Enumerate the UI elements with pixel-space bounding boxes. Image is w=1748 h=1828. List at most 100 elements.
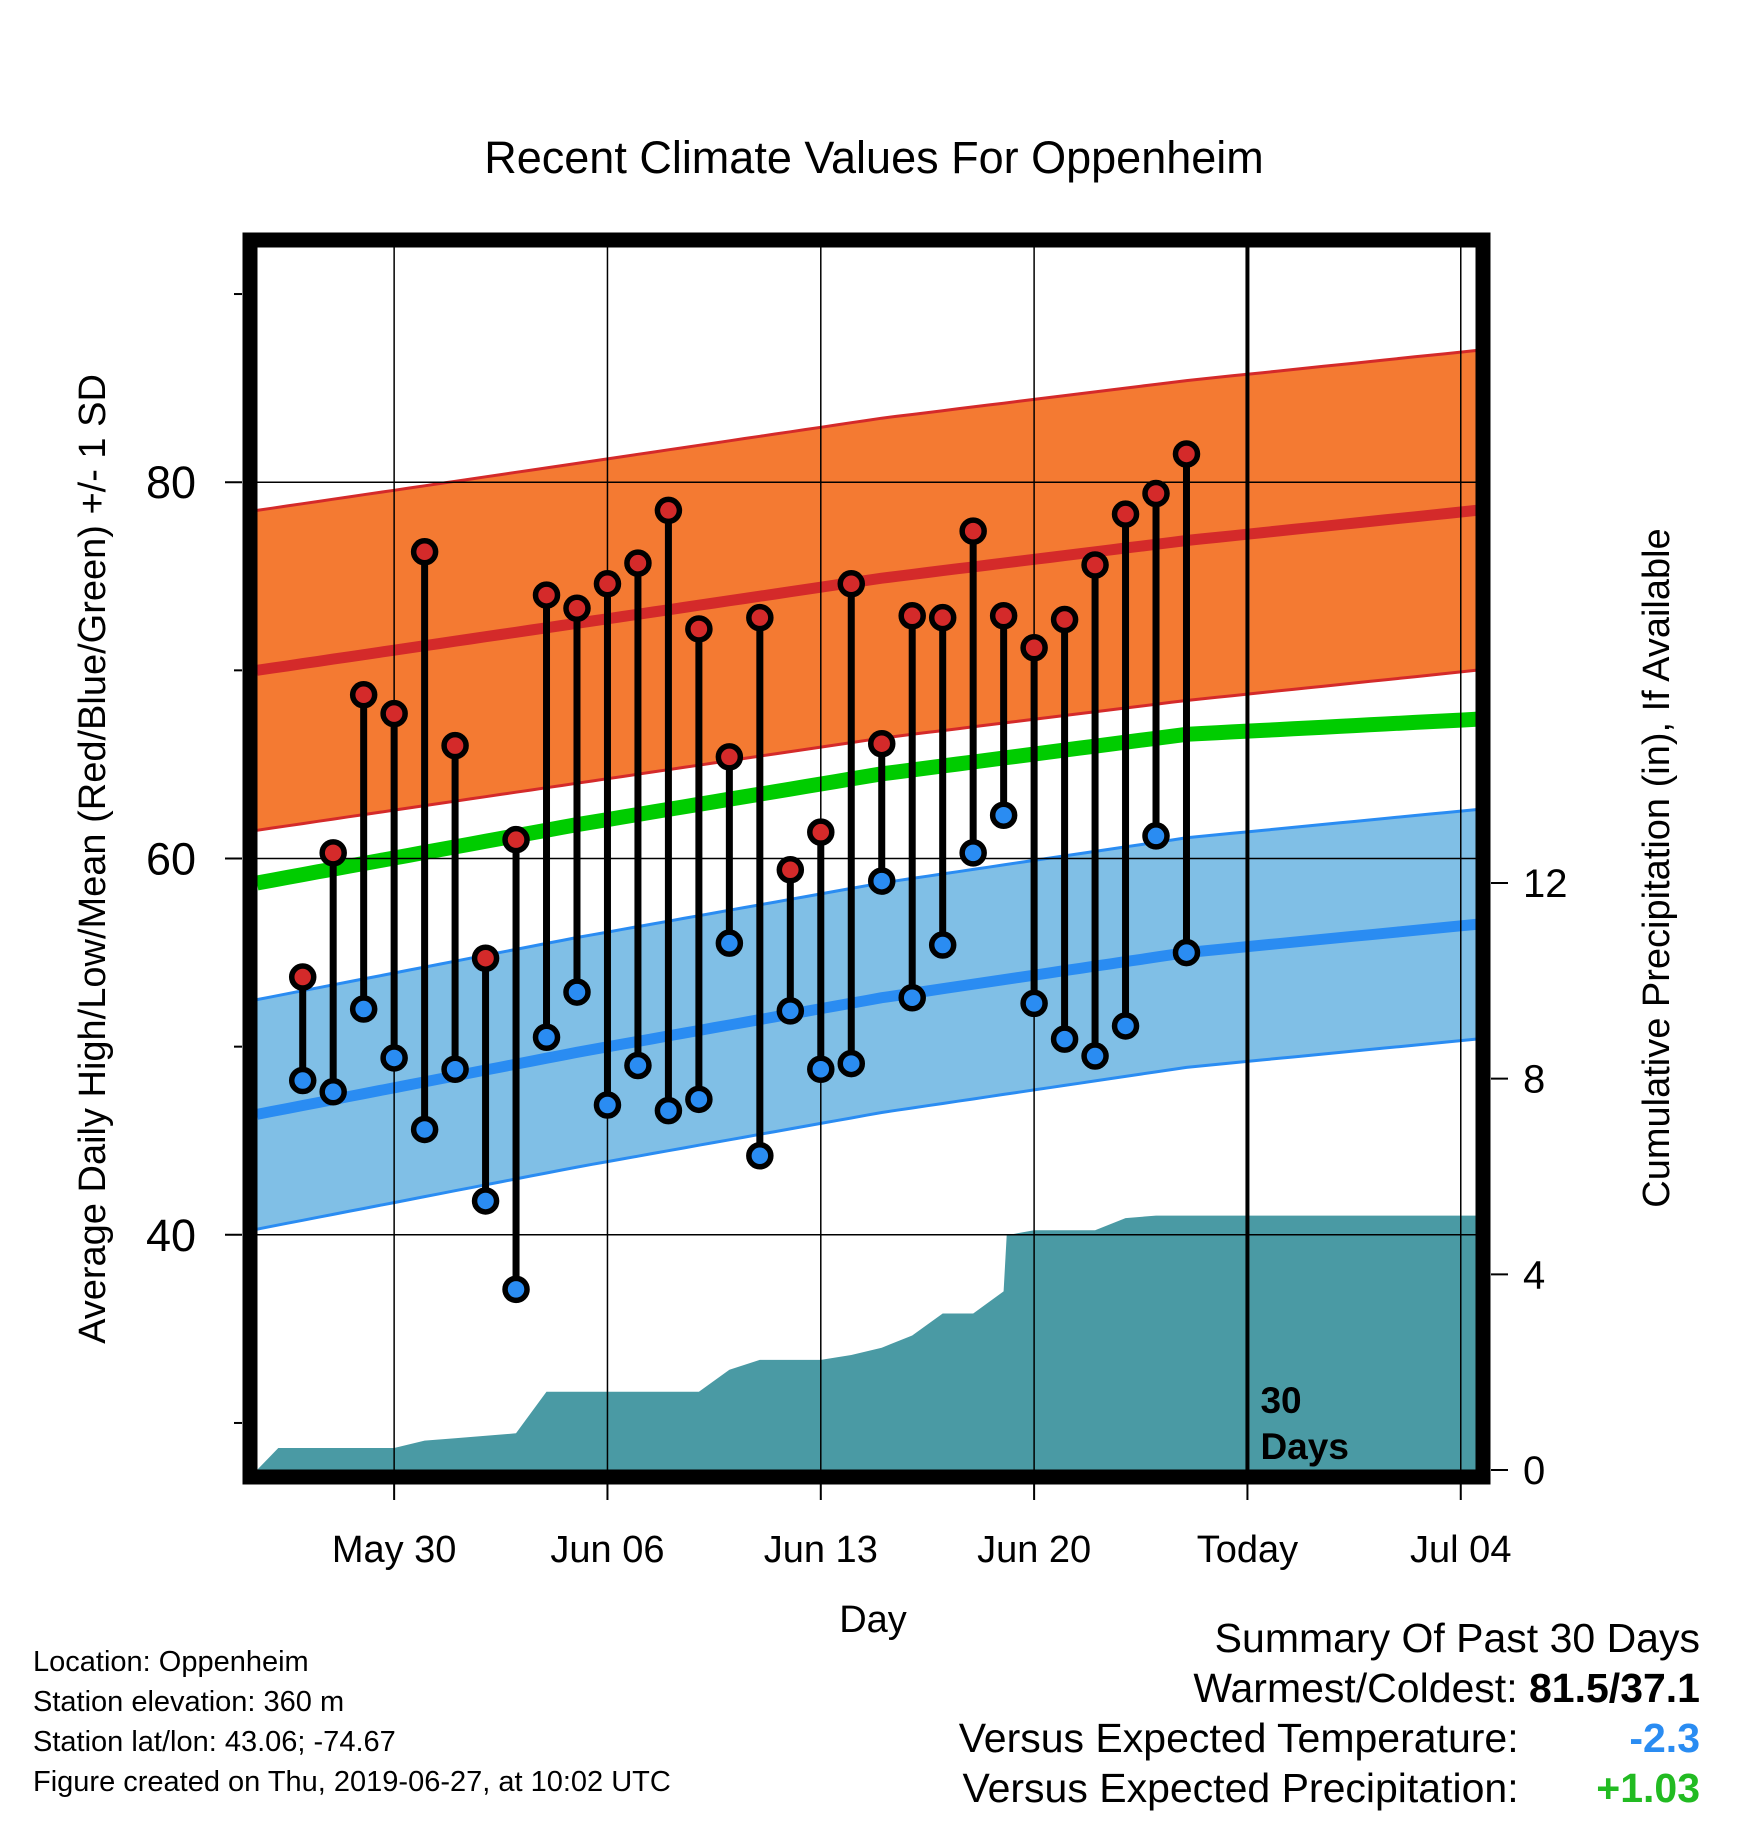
summary-precip-label: Versus Expected Precipitation: [962, 1765, 1519, 1811]
x-tick-label: Jun 20 [977, 1529, 1091, 1571]
x-tick-label: Jun 13 [764, 1529, 878, 1571]
daily-high-point [532, 581, 561, 609]
normal-high-mean-line [256, 504, 1477, 676]
daily-high-point [1142, 479, 1170, 508]
x-axis-label: Day [839, 1599, 907, 1641]
summary-panel: Summary Of Past 30 Days Warmest/Coldest:… [959, 1613, 1700, 1813]
summary-title: Summary Of Past 30 Days [1214, 1615, 1700, 1661]
daily-high-point [685, 615, 713, 643]
normal-low-upper-sd-line [256, 808, 1477, 1002]
summary-warmest-label: Warmest/Coldest: [1193, 1665, 1518, 1711]
daily-low-point [989, 801, 1018, 829]
summary-warmest-row: Warmest/Coldest: 81.5/37.1 [959, 1663, 1700, 1713]
daily-high-point [898, 602, 926, 630]
y-axis-label: Average Daily High/Low/Mean (Red/Blue/Gr… [72, 374, 114, 1344]
summary-warmest-value: 81.5/37.1 [1529, 1665, 1700, 1711]
daily-high-point [593, 570, 622, 598]
daily-low-point [1172, 938, 1201, 967]
info-elevation: Station elevation: 360 m [33, 1686, 345, 1718]
x-tick-label: May 30 [332, 1529, 457, 1571]
daily-high-point [776, 856, 805, 884]
daily-low-point [715, 929, 744, 957]
daily-high-point [410, 538, 439, 566]
info-location: Location: Oppenheim [33, 1646, 309, 1678]
daily-low-point [959, 839, 987, 867]
daily-low-point [898, 983, 926, 1012]
daily-high-point [471, 944, 500, 972]
chart-title: Recent Climate Values For Oppenheim [484, 132, 1264, 183]
x-tick-label: Jul 04 [1410, 1529, 1511, 1571]
daily-low-point [380, 1044, 408, 1072]
daily-high-point [807, 818, 835, 846]
daily-low-point [288, 1066, 317, 1095]
today-label: Days [1260, 1426, 1348, 1467]
normal-high-upper-sd-line [256, 349, 1477, 512]
info-latlon: Station lat/lon: 43.06; -74.67 [33, 1726, 396, 1758]
daily-low-point [410, 1115, 439, 1144]
summary-temp-value: -2.3 [1629, 1715, 1700, 1761]
daily-low-point [624, 1051, 652, 1080]
daily-high-point [928, 603, 957, 632]
x-tick-label: Today [1197, 1529, 1298, 1571]
daily-high-point [563, 594, 591, 623]
daily-low-point [441, 1055, 469, 1083]
daily-high-point [654, 496, 683, 525]
daily-high-point [441, 731, 469, 760]
y2-tick-label: 0 [1523, 1449, 1545, 1493]
normal-high-lower-sd-line [256, 668, 1477, 832]
daily-low-point [502, 1275, 530, 1304]
y2-tick-label: 8 [1523, 1058, 1545, 1102]
daily-low-point [1050, 1025, 1079, 1053]
summary-precip-row: Versus Expected Precipitation: +1.03 [959, 1763, 1701, 1813]
daily-high-point [1050, 605, 1079, 634]
daily-high-point [746, 603, 774, 632]
normal-mean-line [255, 711, 1477, 891]
daily-low-point [593, 1091, 622, 1119]
plot-frame [242, 232, 1491, 1485]
daily-low-point [928, 931, 957, 959]
daily-low-point [685, 1085, 713, 1114]
info-created: Figure created on Thu, 2019-06-27, at 10… [33, 1766, 671, 1798]
precip-area [257, 1215, 1476, 1470]
daily-high-point [715, 743, 744, 771]
daily-high-point [380, 699, 408, 728]
plot-layer: 30 Days May 30 Jun 06 Jun 13 Jun 20 Today Jul 0… [146, 232, 1568, 1571]
daily-low-point [532, 1023, 561, 1051]
daily-high-point [837, 570, 866, 598]
daily-high-point [1111, 500, 1140, 528]
daily-low-point [1081, 1042, 1109, 1070]
daily-high-point [959, 517, 987, 545]
daily-high-point [349, 681, 378, 709]
daily-low-point [471, 1187, 500, 1215]
daily-low-point [1142, 822, 1170, 850]
normal-low-lower-sd-line [256, 1037, 1477, 1231]
daily-high-point [867, 729, 896, 758]
daily-low-point [867, 867, 896, 895]
x-tick-label: Jun 06 [550, 1529, 664, 1571]
y2-tick-label: 4 [1523, 1253, 1545, 1297]
daily-low-point [746, 1142, 774, 1170]
daily-low-point [776, 997, 805, 1025]
today-label: 30 [1260, 1380, 1301, 1421]
normal-low-band [257, 809, 1476, 1230]
daily-low-point [837, 1049, 866, 1078]
normal-high-band [257, 350, 1476, 831]
daily-high-point [1020, 634, 1048, 662]
daily-high-point [319, 839, 347, 867]
daily-high-point [624, 549, 652, 577]
daily-low-point [349, 995, 378, 1023]
y-tick-label: 80 [146, 457, 196, 508]
y-tick-label: 60 [146, 834, 196, 885]
daily-high-point [288, 963, 317, 991]
summary-temp-row: Versus Expected Temperature: -2.3 [959, 1713, 1700, 1763]
summary-precip-value: +1.03 [1596, 1765, 1700, 1811]
daily-low-point [807, 1055, 835, 1083]
daily-high-point [502, 825, 530, 854]
daily-low-point [319, 1078, 347, 1106]
daily-low-point [654, 1096, 683, 1125]
daily-low-point [1111, 1012, 1140, 1040]
daily-high-point [1172, 440, 1201, 468]
daily-low-point [1020, 989, 1048, 1018]
daily-high-point [989, 602, 1018, 630]
